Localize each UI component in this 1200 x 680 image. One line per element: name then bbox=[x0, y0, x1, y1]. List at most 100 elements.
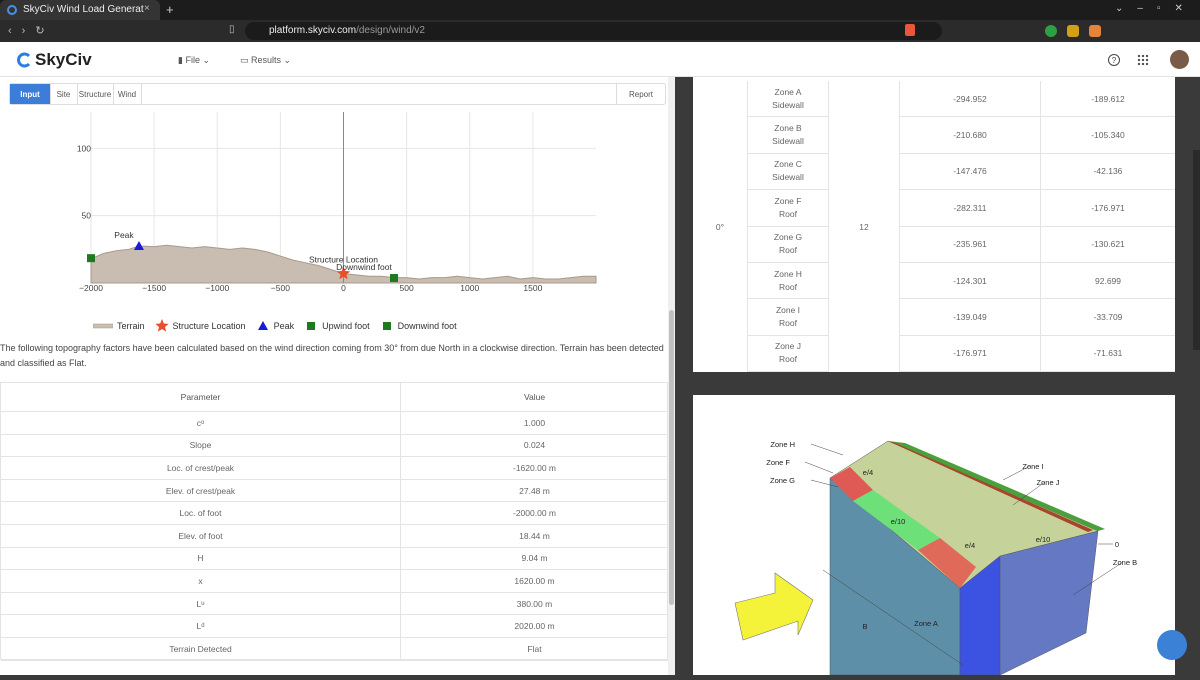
diagram-label: e/4 bbox=[965, 541, 975, 550]
tab[interactable]: Input bbox=[10, 84, 51, 104]
app-header: SkyCiv ▮ File ⌄ ▭ Results ⌄ ? bbox=[0, 42, 1200, 77]
pressure-value: -210.680 bbox=[900, 117, 1040, 154]
x-tick-label: 1000 bbox=[460, 283, 479, 293]
table-header: Value bbox=[400, 383, 668, 412]
diagram-label: B bbox=[862, 622, 867, 631]
value-cell: -1620.00 m bbox=[400, 457, 668, 480]
building-diagram: Zone H Zone F Zone G e/4 e/10 e/4 e/10 Zone I Zo… bbox=[734, 440, 1137, 676]
parameter-name: L bbox=[196, 621, 202, 632]
pressure-value: -294.952 bbox=[900, 81, 1040, 118]
zone-cell: Zone C Sidewall bbox=[748, 154, 828, 191]
pressure-value: -33.709 bbox=[1040, 299, 1175, 336]
zone-surface: Roof bbox=[779, 245, 797, 256]
parameter-cell: Slope bbox=[1, 435, 400, 458]
parameter-sub: u bbox=[201, 600, 205, 607]
zone-name: Zone F bbox=[774, 195, 802, 206]
url-bar[interactable]: platform.skyciv.com/design/wind/v2 bbox=[245, 22, 942, 40]
brave-shield[interactable] bbox=[905, 24, 915, 36]
zone-cell: Zone H Roof bbox=[748, 263, 828, 300]
extension-icon[interactable] bbox=[1067, 25, 1079, 37]
tab[interactable]: Site bbox=[50, 84, 78, 104]
zone-cell: Zone I Roof bbox=[748, 299, 828, 336]
parameter-sub: d bbox=[201, 623, 205, 630]
url: platform.skyciv.com/design/wind/v2 bbox=[269, 25, 425, 36]
legend-item[interactable]: Upwind foot bbox=[304, 319, 370, 333]
value-cell: 0.024 bbox=[400, 434, 668, 458]
window-controls[interactable]: ⌄–▫✕ bbox=[1115, 3, 1197, 14]
extension-icon[interactable] bbox=[1045, 25, 1057, 37]
parameter-name: Elev. of crest/peak bbox=[165, 485, 236, 496]
bookmark-icon[interactable]: ▯ bbox=[229, 24, 235, 35]
zone-surface: Roof bbox=[779, 318, 797, 329]
zone-surface: Roof bbox=[779, 281, 797, 292]
tab[interactable]: Wind bbox=[113, 84, 142, 104]
scrollbar-thumb[interactable] bbox=[669, 310, 674, 605]
zone-f bbox=[830, 467, 873, 501]
menu-results[interactable]: ▭ Results ⌄ bbox=[240, 55, 292, 65]
parameter-name: Elev. of foot bbox=[178, 530, 223, 541]
parameter-cell: Loc. of crest/peak bbox=[1, 457, 400, 480]
legend-swatch bbox=[307, 322, 316, 330]
x-tick-label: −2000 bbox=[79, 283, 103, 293]
url-host: platform.skyciv.com bbox=[269, 25, 357, 36]
zone-g bbox=[853, 490, 940, 550]
legend-item[interactable]: Downwind foot bbox=[380, 319, 457, 333]
pressure-table: 0° 12 Zone A Sidewall -294.952 -189.612 Zone B… bbox=[693, 77, 1175, 373]
help-button[interactable]: ? bbox=[1108, 54, 1120, 66]
zone-surface: Sidewall bbox=[772, 136, 804, 147]
pressure-value: -235.961 bbox=[900, 227, 1040, 263]
menu-label: Results bbox=[251, 55, 282, 65]
value-cell: 1620.00 m bbox=[400, 570, 668, 593]
zone-name: Zone G bbox=[773, 232, 803, 243]
zone-cell: Zone B Sidewall bbox=[748, 117, 828, 154]
legend-item[interactable]: Terrain bbox=[93, 319, 145, 333]
tab-close[interactable]: × bbox=[144, 3, 150, 14]
parameter-cell: Elev. of foot bbox=[1, 525, 400, 548]
parameter-cell: Elev. of crest/peak bbox=[1, 480, 400, 503]
pressure-value: 92.699 bbox=[1040, 263, 1175, 300]
direction-cell: 0° bbox=[693, 81, 748, 373]
legend-item[interactable]: Peak bbox=[256, 319, 294, 333]
extension-icon[interactable] bbox=[1089, 25, 1101, 37]
new-tab[interactable]: + bbox=[166, 2, 174, 17]
value-cell: 1.000 bbox=[400, 412, 668, 435]
right-scrollbar bbox=[1193, 150, 1200, 350]
browser-tab[interactable]: SkyCiv Wind Load Generat × bbox=[0, 0, 160, 20]
legend-swatch bbox=[257, 321, 268, 330]
side-face bbox=[999, 530, 1099, 676]
diagram-label: e/10 bbox=[1036, 535, 1051, 544]
chat-button[interactable] bbox=[1157, 630, 1187, 660]
url-path: /design/wind/v2 bbox=[356, 25, 425, 36]
pressure-value: -124.301 bbox=[900, 263, 1040, 300]
parameter-name: Slope bbox=[189, 440, 212, 451]
tab[interactable]: Structure bbox=[77, 84, 114, 104]
legend: Terrain Structure Location Peak Upwind foot… bbox=[93, 319, 457, 333]
favicon bbox=[7, 5, 17, 15]
value-cell: Flat bbox=[400, 638, 668, 661]
nav-buttons[interactable]: ‹›↻ bbox=[8, 25, 55, 37]
report-button[interactable]: Report bbox=[616, 84, 665, 104]
zone-name: Zone C bbox=[774, 159, 802, 170]
x-tick-label: 500 bbox=[400, 283, 414, 293]
pressure-value: -176.971 bbox=[1040, 190, 1175, 227]
legend-item[interactable]: Structure Location bbox=[154, 319, 246, 333]
zone-surface: Roof bbox=[779, 208, 797, 219]
wind-arrow bbox=[734, 572, 814, 641]
swatch bbox=[307, 322, 316, 330]
apps-button[interactable] bbox=[1137, 54, 1149, 66]
diagram-label: Zone H bbox=[770, 440, 795, 449]
value-cell: 380.00 m bbox=[400, 592, 668, 616]
x-tick-label: 0 bbox=[341, 283, 346, 293]
diagram-label: Zone F bbox=[766, 458, 790, 467]
menu-file[interactable]: ▮ File ⌄ bbox=[178, 55, 211, 65]
zone-name: Zone B bbox=[774, 123, 802, 134]
pressure-value: -176.971 bbox=[900, 336, 1040, 373]
roof-edge-brown bbox=[888, 441, 1093, 532]
diagram-card: Zone H Zone F Zone G e/4 e/10 e/4 e/10 Zone I Zo… bbox=[693, 395, 1175, 676]
diagram-label: Zone A bbox=[914, 619, 938, 628]
user-avatar[interactable] bbox=[1170, 50, 1189, 69]
legend-label: Upwind foot bbox=[322, 321, 370, 331]
terrain-chart: −2000 −1500 −1000 −500 0 500 1000 1500 50 100 Stru… bbox=[77, 112, 597, 293]
